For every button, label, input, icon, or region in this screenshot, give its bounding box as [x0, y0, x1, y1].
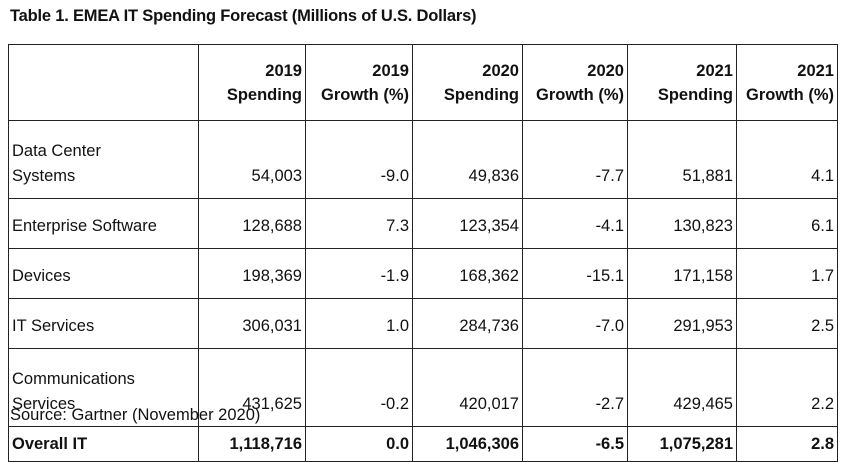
total-value: 1,118,716	[198, 426, 306, 462]
cell-value: 54,003	[198, 120, 306, 199]
cell-value: 291,953	[627, 298, 737, 349]
cell-value: 198,369	[198, 248, 306, 299]
total-row: Overall IT 1,118,716 0.0 1,046,306 -6.5 …	[8, 426, 838, 462]
cell-value: 51,881	[627, 120, 737, 199]
row-label: Enterprise Software	[8, 198, 199, 249]
cell-value: 128,688	[198, 198, 306, 249]
cell-value: 4.1	[736, 120, 838, 199]
cell-value: -15.1	[522, 248, 628, 299]
cell-value: 1.0	[305, 298, 413, 349]
header-cell: 2021 Growth (%)	[736, 44, 838, 121]
cell-value: 1.7	[736, 248, 838, 299]
cell-value: 168,362	[412, 248, 523, 299]
row-label: IT Services	[8, 298, 199, 349]
cell-value: 431,625	[198, 348, 306, 427]
row-label: Devices	[8, 248, 199, 299]
total-label: Overall IT	[8, 426, 199, 462]
cell-value: 171,158	[627, 248, 737, 299]
row-label: Data Center Systems	[8, 120, 199, 199]
total-value: 1,075,281	[627, 426, 737, 462]
table-row: Communications Services 431,625 -0.2 420,…	[8, 348, 838, 427]
cell-value: 2.2	[736, 348, 838, 427]
cell-value: -9.0	[305, 120, 413, 199]
total-value: 2.8	[736, 426, 838, 462]
cell-value: 49,836	[412, 120, 523, 199]
table-row: Data Center Systems 54,003 -9.0 49,836 -7…	[8, 120, 838, 199]
header-row: 2019 Spending 2019 Growth (%) 2020 Spending…	[8, 44, 838, 121]
header-cell-empty	[8, 44, 199, 121]
cell-value: -1.9	[305, 248, 413, 299]
cell-value: 7.3	[305, 198, 413, 249]
header-cell: 2019 Growth (%)	[305, 44, 413, 121]
cell-value: -0.2	[305, 348, 413, 427]
cell-value: -7.0	[522, 298, 628, 349]
cell-value: 123,354	[412, 198, 523, 249]
cell-value: 2.5	[736, 298, 838, 349]
cell-value: -7.7	[522, 120, 628, 199]
table-row: IT Services 306,031 1.0 284,736 -7.0 291…	[8, 298, 838, 349]
row-label: Communications Services	[8, 348, 199, 427]
cell-value: 429,465	[627, 348, 737, 427]
cell-value: 420,017	[412, 348, 523, 427]
header-cell: 2020 Spending	[412, 44, 523, 121]
cell-value: 6.1	[736, 198, 838, 249]
header-cell: 2019 Spending	[198, 44, 306, 121]
cell-value: 284,736	[412, 298, 523, 349]
cell-value: 130,823	[627, 198, 737, 249]
spending-table: 2019 Spending 2019 Growth (%) 2020 Spending…	[8, 44, 838, 462]
cell-value: -2.7	[522, 348, 628, 427]
cell-value: 306,031	[198, 298, 306, 349]
table-row: Enterprise Software 128,688 7.3 123,354 …	[8, 198, 838, 249]
table-row: Devices 198,369 -1.9 168,362 -15.1 171,1…	[8, 248, 838, 299]
header-cell: 2020 Growth (%)	[522, 44, 628, 121]
cell-value: -4.1	[522, 198, 628, 249]
total-value: 0.0	[305, 426, 413, 462]
header-cell: 2021 Spending	[627, 44, 737, 121]
total-value: -6.5	[522, 426, 628, 462]
source-note: Source: Gartner (November 2020)	[10, 406, 261, 424]
table-title: Table 1. EMEA IT Spending Forecast (Mill…	[10, 7, 477, 25]
total-value: 1,046,306	[412, 426, 523, 462]
